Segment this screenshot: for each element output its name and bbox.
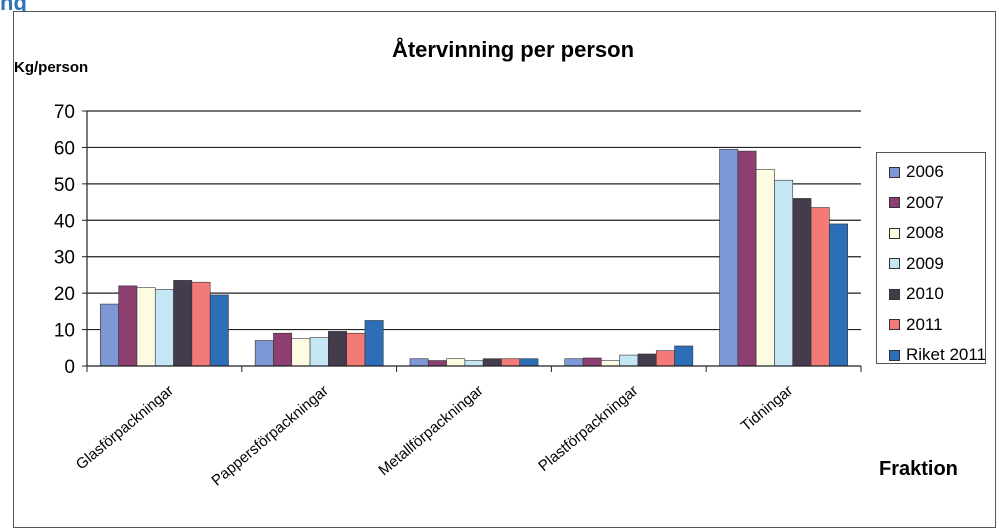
legend-label: 2009 — [906, 253, 944, 273]
bar-2011-metallf-rpackningar — [501, 358, 521, 367]
bar-2007-metallf-rpackningar — [427, 360, 447, 367]
bar-2010-metallf-rpackningar — [482, 358, 502, 367]
bars — [100, 148, 848, 367]
y-axis-label: Kg/person — [14, 59, 88, 76]
bar-riket-2011-plastf-rpackningar — [674, 345, 694, 367]
bar-2010-tidningar — [792, 198, 812, 367]
y-tick-label: 30 — [54, 248, 75, 269]
x-tick-label: Tidningar — [738, 382, 796, 435]
bar-2006-glasf-rpackningar — [100, 303, 119, 367]
y-tick-label: 70 — [54, 102, 75, 123]
bar-2007-pappersf-rpackningar — [273, 332, 293, 367]
legend-item: 2008 — [889, 218, 985, 249]
bar-2011-plastf-rpackningar — [655, 350, 675, 367]
bar-2010-plastf-rpackningar — [637, 353, 657, 367]
x-tick-label: Glasförpackningar — [73, 382, 177, 473]
bar-2009-glasf-rpackningar — [154, 289, 174, 367]
bar-2007-tidningar — [737, 150, 757, 367]
bar-2006-plastf-rpackningar — [564, 358, 584, 367]
legend-label: 2007 — [906, 192, 944, 212]
legend-swatch — [889, 197, 900, 209]
legend-swatch — [889, 166, 900, 178]
legend-swatch — [889, 258, 900, 270]
legend-label: 2006 — [906, 162, 944, 182]
bar-2009-pappersf-rpackningar — [309, 337, 329, 367]
x-tick-label: Metallförpackningar — [375, 382, 486, 479]
bar-chart: Återvinning per person Kg/person Fraktio… — [14, 36, 958, 489]
y-tick-label: 10 — [54, 321, 75, 342]
bar-2011-glasf-rpackningar — [191, 281, 211, 367]
bar-2008-plastf-rpackningar — [601, 360, 620, 367]
bar-2009-metallf-rpackningar — [464, 360, 484, 367]
x-tick-label: Plastförpackningar — [535, 382, 641, 475]
y-tick-labels: 0 10 20 30 40 50 60 70 — [54, 102, 75, 378]
bar-2011-pappersf-rpackningar — [346, 332, 366, 367]
bar-2008-pappersf-rpackningar — [291, 338, 311, 367]
legend-swatch — [889, 227, 900, 239]
legend-swatch — [889, 288, 900, 300]
x-tick-label: Pappersförpackningar — [208, 382, 331, 489]
bar-2007-glasf-rpackningar — [118, 285, 138, 367]
page-heading-fragment: ng — [0, 0, 27, 15]
y-tick-label: 40 — [54, 211, 75, 232]
bar-riket-2011-metallf-rpackningar — [519, 358, 539, 367]
legend-swatch — [889, 319, 900, 331]
legend-item: 2009 — [889, 249, 985, 280]
legend-item: 2010 — [889, 279, 985, 310]
bar-2011-tidningar — [810, 207, 830, 367]
axes — [86, 111, 862, 372]
bar-2006-tidningar — [719, 148, 739, 367]
bar-2009-tidningar — [774, 179, 794, 367]
bar-riket-2011-glasf-rpackningar — [209, 294, 229, 367]
y-tick-label: 0 — [64, 357, 75, 378]
chart-title: Återvinning per person — [392, 36, 634, 62]
x-axis-label: Fraktion — [879, 458, 958, 480]
bar-riket-2011-pappersf-rpackningar — [364, 320, 384, 367]
y-tick-label: 20 — [54, 284, 75, 305]
legend-item: 2006 — [889, 157, 985, 188]
bar-2010-glasf-rpackningar — [173, 280, 193, 367]
legend: 2006 2007 2008 2009 2010 2011 Riket 2011 — [876, 152, 986, 364]
bar-2006-metallf-rpackningar — [409, 358, 429, 367]
x-tick-labels: Glasförpackningar Pappersförpackningar Met… — [73, 382, 796, 489]
y-tick-label: 60 — [54, 138, 75, 159]
bar-2008-metallf-rpackningar — [446, 358, 466, 367]
legend-item: 2007 — [889, 188, 985, 219]
legend-label: Riket 2011 — [906, 345, 987, 365]
bar-2008-tidningar — [755, 168, 775, 367]
legend-item: Riket 2011 — [889, 340, 987, 371]
legend-item: 2011 — [889, 310, 985, 341]
legend-swatch — [889, 349, 900, 361]
y-tick-label: 50 — [54, 175, 75, 196]
legend-label: 2011 — [906, 314, 943, 334]
bar-2007-plastf-rpackningar — [582, 357, 602, 367]
bar-2008-glasf-rpackningar — [136, 287, 156, 367]
bar-riket-2011-tidningar — [829, 223, 848, 367]
legend-label: 2010 — [906, 284, 944, 304]
bar-2009-plastf-rpackningar — [619, 354, 639, 367]
bar-2006-pappersf-rpackningar — [254, 340, 274, 367]
bar-2010-pappersf-rpackningar — [328, 331, 347, 367]
chart-frame: Återvinning per person Kg/person Fraktio… — [13, 11, 996, 528]
legend-label: 2008 — [906, 223, 944, 243]
